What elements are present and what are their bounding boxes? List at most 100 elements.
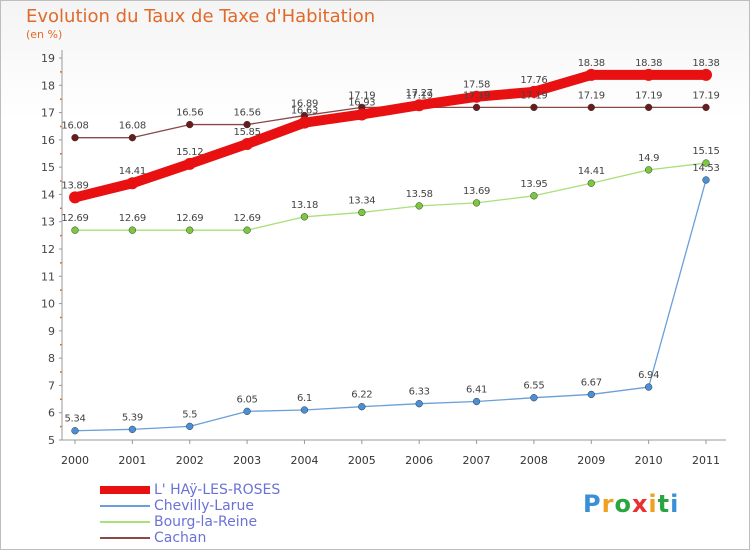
data-point [126, 177, 139, 190]
legend-label: Cachan [154, 530, 207, 546]
y-minor-tick [60, 289, 62, 291]
x-tick-label: 2000 [61, 454, 89, 467]
data-label: 6.94 [638, 370, 659, 381]
data-label: 14.9 [638, 153, 659, 164]
data-point [186, 226, 194, 234]
y-minor-tick [60, 98, 62, 100]
x-tick-label: 2006 [405, 454, 433, 467]
y-tick-label: 19 [41, 52, 55, 65]
data-label: 5.34 [64, 414, 85, 425]
x-tick-label: 2001 [118, 454, 146, 467]
y-minor-tick [60, 153, 62, 155]
y-tick-label: 6 [48, 407, 55, 420]
data-point [69, 191, 81, 204]
legend-swatch [100, 521, 150, 523]
data-point [413, 99, 426, 112]
data-point [702, 159, 710, 167]
data-label: 13.89 [61, 180, 88, 191]
x-tick-label: 2010 [635, 454, 663, 467]
data-point [700, 68, 712, 81]
data-label: 15.12 [176, 147, 203, 158]
data-label: 18.38 [635, 58, 662, 69]
data-point [186, 422, 194, 431]
x-tick-label: 2005 [348, 454, 376, 467]
data-label: 16.93 [348, 97, 375, 108]
data-point [530, 103, 538, 112]
series-line [74, 162, 707, 231]
data-label: 17.19 [578, 90, 605, 101]
data-label: 16.56 [234, 108, 261, 119]
data-point [298, 116, 311, 129]
data-label: 14.53 [692, 163, 719, 174]
logo-letter: r [601, 490, 615, 518]
data-label: 17.58 [463, 80, 490, 91]
data-point [530, 394, 538, 402]
data-point [472, 397, 481, 406]
data-label: 16.08 [119, 121, 146, 132]
data-label: 15.85 [234, 127, 261, 138]
data-point [530, 192, 538, 200]
y-tick-label: 12 [41, 243, 55, 256]
logo-letter: x [631, 490, 649, 518]
data-label: 17.19 [463, 90, 490, 101]
data-point [243, 407, 251, 416]
data-label: 12.69 [61, 213, 88, 224]
data-point [71, 134, 79, 142]
y-tick-label: 15 [41, 161, 55, 174]
x-tick-label: 2002 [176, 454, 204, 467]
data-label: 6.22 [351, 390, 372, 401]
data-label: 16.08 [61, 121, 88, 132]
y-minor-tick [60, 234, 62, 237]
data-label: 13.34 [348, 195, 375, 206]
data-point [472, 103, 481, 112]
logo-letter: o [614, 490, 632, 518]
data-label: 13.58 [406, 189, 433, 200]
data-point [243, 120, 251, 129]
data-label: 16.63 [291, 106, 318, 117]
x-tick-label: 2009 [577, 454, 605, 467]
legend-swatch [100, 505, 150, 507]
logo-letter: t [657, 490, 671, 518]
data-label: 17.19 [635, 90, 662, 101]
data-label: 13.69 [463, 186, 490, 197]
data-point [585, 68, 598, 81]
data-label: 15.15 [692, 146, 719, 157]
legend-label: Chevilly-Larue [154, 498, 254, 514]
logo-letter: i [670, 490, 680, 518]
data-point [587, 103, 595, 112]
y-tick-label: 8 [48, 352, 55, 365]
y-tick-label: 17 [41, 107, 55, 120]
data-point [644, 383, 653, 391]
data-point [128, 425, 137, 434]
y-minor-tick [60, 316, 62, 319]
data-point [415, 400, 423, 408]
series-line [74, 179, 707, 432]
data-label: 6.33 [409, 387, 430, 398]
y-minor-tick [60, 125, 62, 128]
data-point [300, 406, 309, 414]
y-tick-label: 7 [48, 379, 55, 392]
data-label: 6.05 [237, 394, 258, 405]
data-label: 12.69 [234, 213, 261, 224]
data-label: 17.27 [406, 88, 433, 99]
data-label: 12.69 [119, 213, 146, 224]
data-point [644, 166, 653, 174]
logo-letter: P [583, 490, 602, 518]
x-tick-label: 2007 [463, 454, 491, 467]
data-label: 16.89 [291, 99, 318, 110]
y-tick-label: 5 [48, 434, 55, 447]
data-label: 17.19 [406, 90, 433, 101]
data-point [358, 208, 366, 217]
data-label: 6.67 [581, 377, 602, 388]
data-point [186, 120, 194, 129]
x-tick-label: 2003 [233, 454, 261, 467]
data-point [183, 157, 196, 170]
x-tick-label: 2008 [520, 454, 548, 467]
data-label: 17.76 [520, 75, 547, 86]
data-label: 12.69 [176, 213, 203, 224]
data-point [587, 390, 595, 399]
data-label: 6.1 [297, 393, 312, 404]
data-point [243, 226, 251, 234]
legend-swatch [100, 486, 150, 494]
data-label: 17.19 [692, 90, 719, 101]
